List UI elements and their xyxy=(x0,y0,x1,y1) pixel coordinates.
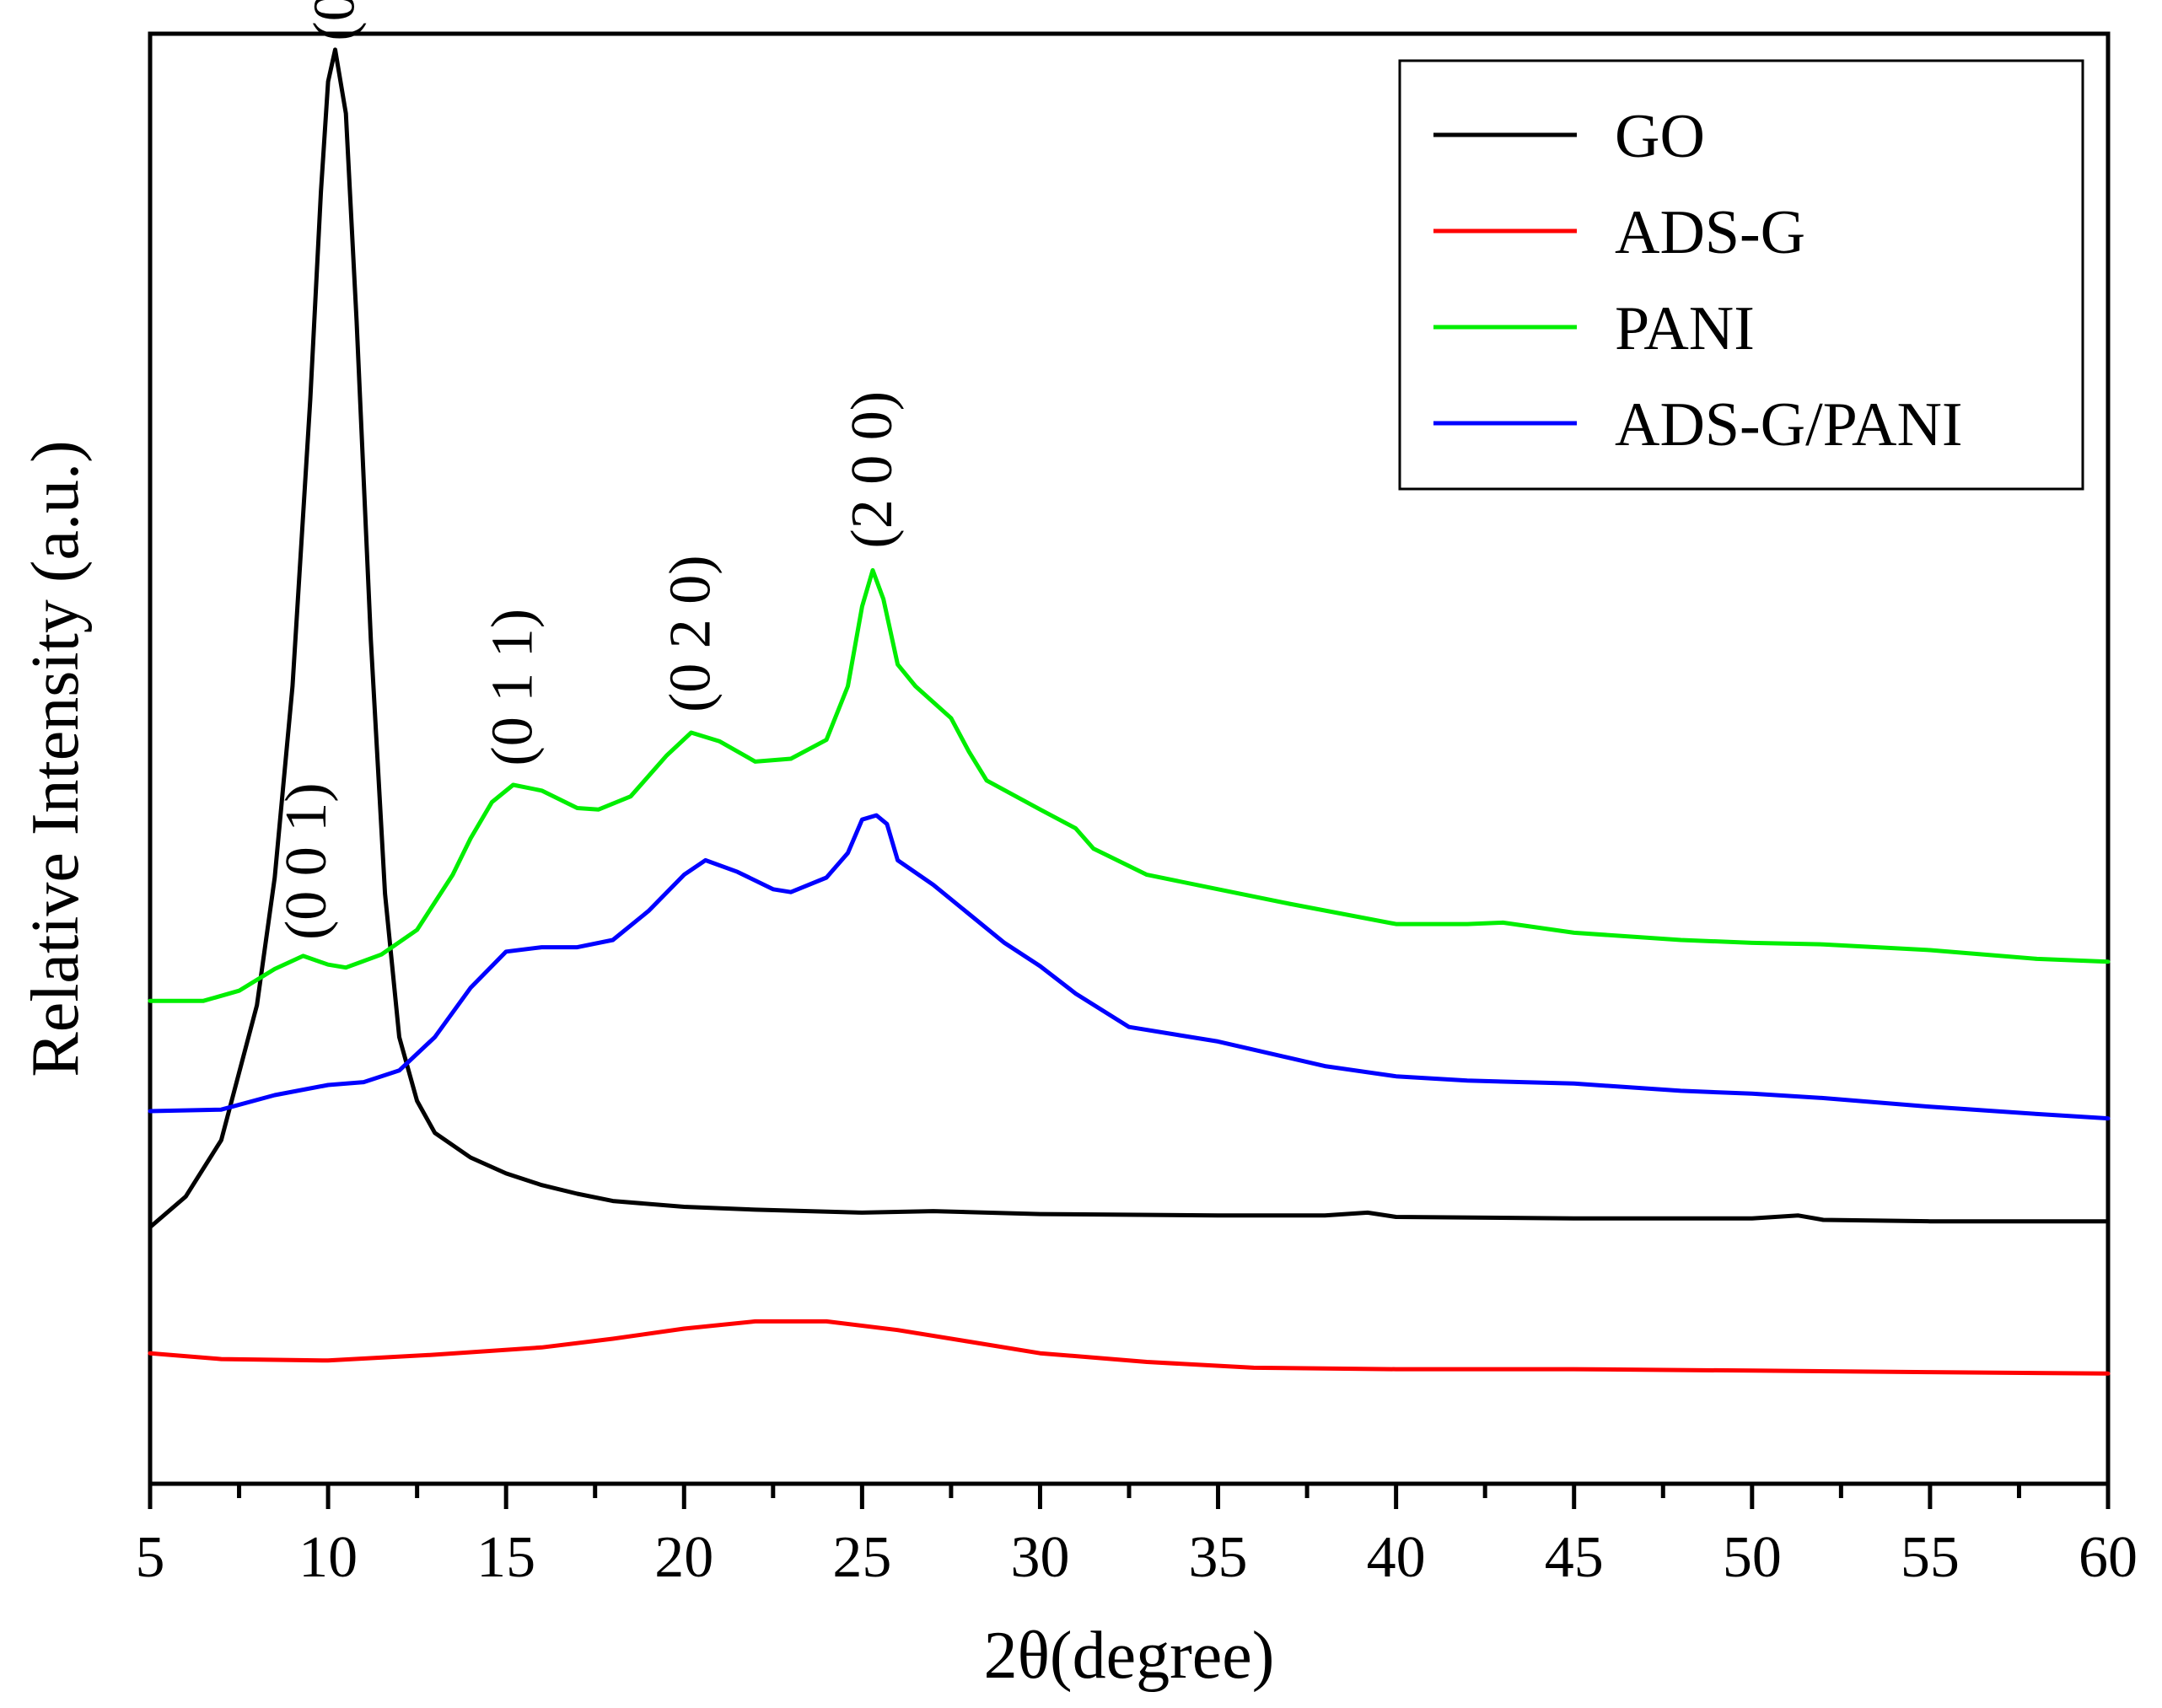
x-tick-label: 50 xyxy=(1723,1525,1782,1590)
series-line-ads-g-pani xyxy=(148,813,2111,1121)
x-tick-label: 20 xyxy=(654,1525,713,1590)
x-tick-label: 35 xyxy=(1189,1525,1248,1590)
x-axis-title: 2θ(degree) xyxy=(984,1619,1275,1693)
legend: GO ADS-G PANI ADS-G/PANI xyxy=(1398,59,2084,491)
x-tick-label: 10 xyxy=(298,1525,358,1590)
x-tick-label: 60 xyxy=(2079,1525,2138,1590)
legend-label-go: GO xyxy=(1615,102,1705,171)
series-line-ads-g xyxy=(148,1319,2111,1376)
x-tick-label: 25 xyxy=(832,1525,891,1590)
x-tick-label: 15 xyxy=(476,1525,535,1590)
data-series xyxy=(148,47,2111,1376)
x-tick-label: 45 xyxy=(1545,1525,1604,1590)
x-tick-label: 55 xyxy=(1901,1525,1960,1590)
legend-label-pani: PANI xyxy=(1615,294,1755,363)
x-axis-ticks xyxy=(148,1484,2111,1509)
series-line-pani xyxy=(148,567,2111,1003)
x-tick-label: 5 xyxy=(136,1525,165,1590)
peak-label: (0 0 1) xyxy=(274,782,339,940)
peak-label: (0 1 1) xyxy=(481,609,546,766)
peak-label: (0 0 1) xyxy=(303,0,368,41)
x-tick-label: 30 xyxy=(1010,1525,1069,1590)
series-line-go xyxy=(148,47,2111,1230)
peak-label: (2 0 0) xyxy=(840,391,905,549)
peak-annotations: (0 0 1) (0 0 1) (0 1 1) (0 2 0) (2 0 0) xyxy=(274,0,905,940)
x-tick-label: 40 xyxy=(1367,1525,1426,1590)
y-axis-title: Relative Intensity (a.u.) xyxy=(19,440,93,1077)
legend-label-ads-g-pani: ADS-G/PANI xyxy=(1615,390,1963,459)
x-axis-tick-labels: 5 10 15 20 25 30 35 40 45 50 55 60 xyxy=(136,1525,2138,1590)
peak-label: (0 2 0) xyxy=(659,555,723,712)
legend-label-ads-g: ADS-G xyxy=(1615,198,1805,267)
legend-box xyxy=(1398,59,2084,491)
